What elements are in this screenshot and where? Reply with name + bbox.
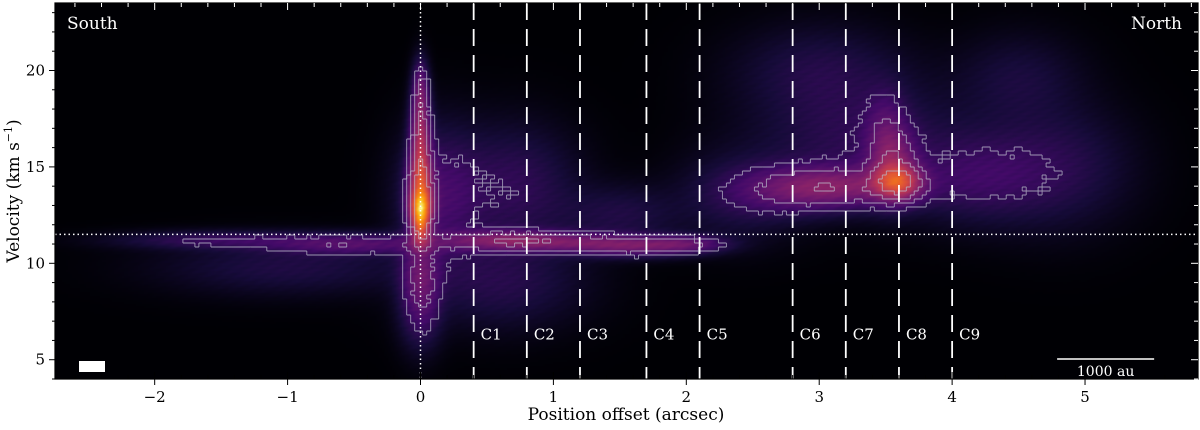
y-tick-label: 10 bbox=[26, 254, 45, 272]
plot-overlays: C1 C2 C3 C4 C5 C6 C7 C8 C9 bbox=[55, 3, 1198, 379]
cut-label-c3: C3 bbox=[587, 326, 608, 344]
scale-bar: 1000 au bbox=[1057, 358, 1155, 380]
x-tick-label: 5 bbox=[1080, 388, 1090, 406]
x-tick-label: −2 bbox=[144, 388, 166, 406]
x-tick-label: 4 bbox=[947, 388, 957, 406]
beam-marker bbox=[79, 361, 105, 372]
x-tick-label: 2 bbox=[682, 388, 692, 406]
x-tick-label: 1 bbox=[549, 388, 559, 406]
x-tick-label: 3 bbox=[814, 388, 824, 406]
x-axis: −2 −1 0 1 2 3 4 5 bbox=[74, 3, 1192, 406]
cut-label-c8: C8 bbox=[906, 326, 927, 344]
y-axis-label: Velocity (km s−1) bbox=[2, 119, 24, 263]
contour-level bbox=[414, 158, 911, 240]
x-tick-label: 0 bbox=[416, 388, 426, 406]
cut-label-c2: C2 bbox=[534, 326, 555, 344]
contour-level bbox=[326, 78, 931, 308]
scale-bar-label: 1000 au bbox=[1077, 364, 1134, 380]
cut-label-c1: C1 bbox=[481, 326, 502, 344]
cut-label-c5: C5 bbox=[707, 326, 728, 344]
y-axis-label-exponent: −1 bbox=[2, 126, 15, 142]
cut-label-c7: C7 bbox=[853, 326, 874, 344]
y-tick-label: 15 bbox=[26, 158, 45, 176]
y-axis: 5 10 15 20 bbox=[26, 12, 1198, 380]
plot-frame bbox=[54, 2, 1199, 380]
x-axis-label: Position offset (arcsec) bbox=[528, 405, 725, 425]
y-axis-label-close: ) bbox=[4, 119, 24, 126]
y-tick-label: 20 bbox=[26, 61, 45, 79]
emission-heatmap bbox=[55, 3, 1198, 379]
corner-label-north: North bbox=[1131, 14, 1182, 34]
y-tick-label: 5 bbox=[35, 351, 45, 369]
y-axis-label-main: Velocity (km s bbox=[4, 142, 24, 263]
x-tick-label: −1 bbox=[277, 388, 299, 406]
corner-label-south: South bbox=[67, 14, 118, 34]
plot-area: C1 C2 C3 C4 C5 C6 C7 C8 C9 bbox=[55, 3, 1198, 379]
cut-label-c4: C4 bbox=[653, 326, 674, 344]
cut-label-c9: C9 bbox=[959, 326, 980, 344]
cut-label-c6: C6 bbox=[800, 326, 821, 344]
